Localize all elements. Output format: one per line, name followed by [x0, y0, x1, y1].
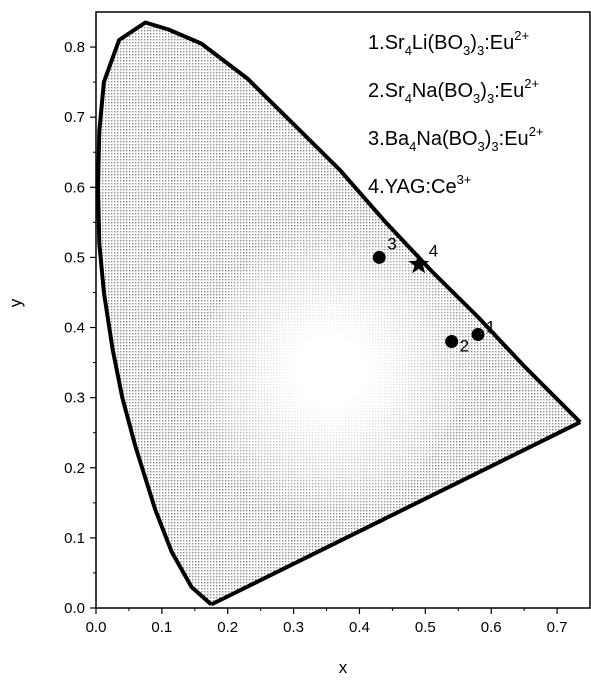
x-tick-label: 0.6 — [481, 619, 502, 636]
point-label: 3 — [387, 234, 396, 253]
white-point-highlight — [175, 189, 485, 555]
x-axis-title: x — [339, 658, 348, 677]
point-marker-circle — [372, 250, 386, 264]
legend-entry: 2.Sr4Na(BO3)3:Eu2+ — [368, 76, 539, 106]
spectral-locus-region — [96, 20, 582, 607]
y-tick-label: 0.3 — [64, 390, 85, 407]
y-axis-title: y — [6, 298, 25, 307]
point-marker-circle — [445, 335, 459, 349]
x-tick-label: 0.4 — [349, 619, 370, 636]
x-tick-label: 0.1 — [151, 619, 172, 636]
data-points: 12 3 4 — [372, 234, 495, 356]
x-tick-label: 0.5 — [415, 619, 436, 636]
y-tick-label: 0.8 — [64, 39, 85, 56]
legend-entry: 4.YAG:Ce3+ — [368, 172, 471, 198]
y-tick-label: 0.7 — [64, 109, 85, 126]
y-tick-label: 0.1 — [64, 530, 85, 547]
x-tick-label: 0.0 — [86, 619, 107, 636]
point-label: 2 — [460, 337, 469, 356]
y-tick-label: 0.2 — [64, 460, 85, 477]
point-label: 4 — [429, 241, 438, 260]
y-tick-label: 0.4 — [64, 320, 85, 337]
legend-entry: 1.Sr4Li(BO3)3:Eu2+ — [368, 28, 529, 58]
y-tick-label: 0.5 — [64, 249, 85, 266]
point-marker-star — [408, 253, 430, 274]
point-label: 1 — [486, 318, 495, 337]
legend-entry: 3.Ba4Na(BO3)3:Eu2+ — [368, 124, 544, 154]
legend: 1.Sr4Li(BO3)3:Eu2+ 2.Sr4Na(BO3)3:Eu2+ 3.Ba… — [368, 28, 544, 198]
spectral-locus-outline — [96, 20, 582, 606]
x-tick-label: 0.3 — [283, 619, 304, 636]
x-tick-label: 0.7 — [547, 619, 568, 636]
plot-axes: 0.0 0.1 0.2 0.3 0.4 0.5 0.6 0.7 0.0 0.1 0.2 0.3 0.4 0… — [64, 11, 591, 636]
x-tick-label: 0.2 — [217, 619, 238, 636]
plot-frame — [95, 11, 591, 609]
y-tick-label: 0.6 — [64, 179, 85, 196]
point-marker-circle — [471, 328, 485, 342]
purple-line — [210, 420, 582, 607]
y-tick-label: 0.0 — [64, 600, 85, 617]
